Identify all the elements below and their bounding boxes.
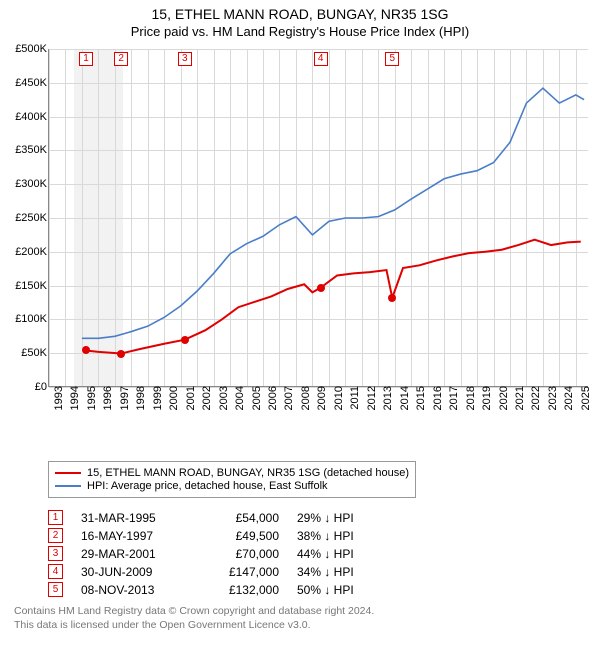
transaction-price: £132,000 (209, 583, 279, 597)
x-axis-label: 2003 (218, 386, 230, 410)
sale-marker: 1 (79, 52, 93, 66)
x-axis-label: 1999 (152, 386, 164, 410)
y-axis-label: £100K (15, 313, 47, 325)
x-axis-label: 2019 (481, 386, 493, 410)
transaction-row: 1 31-MAR-1995 £54,000 29% ↓ HPI (48, 510, 594, 525)
transaction-date: 30-JUN-2009 (81, 565, 191, 579)
footer-line: Contains HM Land Registry data © Crown c… (14, 605, 586, 618)
transaction-price: £49,500 (209, 529, 279, 543)
y-axis-label: £500K (15, 43, 47, 55)
x-axis-label: 1996 (102, 386, 114, 410)
x-axis-label: 2018 (465, 386, 477, 410)
x-axis-label: 2006 (267, 386, 279, 410)
x-axis-label: 2016 (432, 386, 444, 410)
x-axis-label: 2010 (333, 386, 345, 410)
y-axis-label: £400K (15, 111, 47, 123)
x-axis-label: 2009 (316, 386, 328, 410)
legend-item: HPI: Average price, detached house, East… (55, 480, 409, 492)
transaction-marker: 4 (48, 564, 63, 579)
x-axis-label: 1998 (135, 386, 147, 410)
x-axis-label: 2007 (283, 386, 295, 410)
sale-point-dot (117, 350, 125, 358)
x-axis-label: 2005 (251, 386, 263, 410)
chart-legend: 15, ETHEL MANN ROAD, BUNGAY, NR35 1SG (d… (48, 461, 416, 498)
y-axis-label: £200K (15, 246, 47, 258)
x-axis-label: 2014 (399, 386, 411, 410)
series-property (86, 240, 581, 354)
sale-marker: 5 (385, 52, 399, 66)
x-axis-label: 2008 (300, 386, 312, 410)
transaction-date: 31-MAR-1995 (81, 511, 191, 525)
x-axis-label: 2017 (448, 386, 460, 410)
x-axis-label: 2022 (530, 386, 542, 410)
x-axis-label: 1994 (69, 386, 81, 410)
series-hpi (82, 88, 584, 338)
y-axis-label: £350K (15, 144, 47, 156)
transaction-marker: 2 (48, 528, 63, 543)
x-axis-label: 2013 (382, 386, 394, 410)
x-axis-label: 2012 (366, 386, 378, 410)
legend-label: 15, ETHEL MANN ROAD, BUNGAY, NR35 1SG (d… (87, 467, 409, 479)
transaction-row: 4 30-JUN-2009 £147,000 34% ↓ HPI (48, 564, 594, 579)
x-axis-label: 1995 (86, 386, 98, 410)
sale-marker: 4 (314, 52, 328, 66)
y-axis-label: £300K (15, 178, 47, 190)
sale-point-dot (317, 284, 325, 292)
footer-attribution: Contains HM Land Registry data © Crown c… (14, 605, 586, 632)
transaction-row: 5 08-NOV-2013 £132,000 50% ↓ HPI (48, 582, 594, 597)
legend-item: 15, ETHEL MANN ROAD, BUNGAY, NR35 1SG (d… (55, 467, 409, 479)
sale-marker: 2 (114, 52, 128, 66)
transaction-marker: 5 (48, 582, 63, 597)
x-axis-label: 1997 (119, 386, 131, 410)
y-axis-label: £50K (21, 347, 47, 359)
transaction-row: 2 16-MAY-1997 £49,500 38% ↓ HPI (48, 528, 594, 543)
transaction-date: 16-MAY-1997 (81, 529, 191, 543)
transaction-hpi-diff: 38% ↓ HPI (297, 529, 407, 543)
y-axis-label: £0 (35, 381, 47, 393)
transaction-price: £70,000 (209, 547, 279, 561)
transaction-row: 3 29-MAR-2001 £70,000 44% ↓ HPI (48, 546, 594, 561)
y-axis-label: £150K (15, 280, 47, 292)
price-chart: £0 £50K £100K £150K £200K £250K £300K £350K £400… (6, 45, 594, 425)
x-axis-label: 2000 (168, 386, 180, 410)
transaction-hpi-diff: 34% ↓ HPI (297, 565, 407, 579)
transaction-marker: 3 (48, 546, 63, 561)
transaction-date: 08-NOV-2013 (81, 583, 191, 597)
sale-point-dot (388, 294, 396, 302)
transaction-price: £147,000 (209, 565, 279, 579)
x-axis-label: 1993 (53, 386, 65, 410)
y-axis-label: £250K (15, 212, 47, 224)
x-axis-label: 2001 (185, 386, 197, 410)
x-axis-label: 2015 (415, 386, 427, 410)
transaction-date: 29-MAR-2001 (81, 547, 191, 561)
sale-point-dot (181, 336, 189, 344)
x-axis-label: 2004 (234, 386, 246, 410)
x-axis-label: 2024 (563, 386, 575, 410)
y-axis-label: £450K (15, 77, 47, 89)
transaction-hpi-diff: 44% ↓ HPI (297, 547, 407, 561)
page-subtitle: Price paid vs. HM Land Registry's House … (6, 24, 594, 39)
transaction-hpi-diff: 29% ↓ HPI (297, 511, 407, 525)
page-title: 15, ETHEL MANN ROAD, BUNGAY, NR35 1SG (6, 6, 594, 22)
legend-swatch (55, 485, 81, 487)
sale-marker: 3 (178, 52, 192, 66)
sale-point-dot (82, 346, 90, 354)
x-axis-label: 2021 (514, 386, 526, 410)
x-axis-label: 2023 (547, 386, 559, 410)
x-axis-label: 2002 (201, 386, 213, 410)
x-axis-label: 2011 (349, 386, 361, 410)
footer-line: This data is licensed under the Open Gov… (14, 619, 586, 632)
transaction-price: £54,000 (209, 511, 279, 525)
transaction-marker: 1 (48, 510, 63, 525)
legend-swatch (55, 472, 81, 474)
legend-label: HPI: Average price, detached house, East… (87, 480, 328, 492)
x-axis-label: 2025 (580, 386, 592, 410)
transaction-hpi-diff: 50% ↓ HPI (297, 583, 407, 597)
x-axis-label: 2020 (498, 386, 510, 410)
transactions-table: 1 31-MAR-1995 £54,000 29% ↓ HPI 2 16-MAY-1997… (48, 510, 594, 597)
